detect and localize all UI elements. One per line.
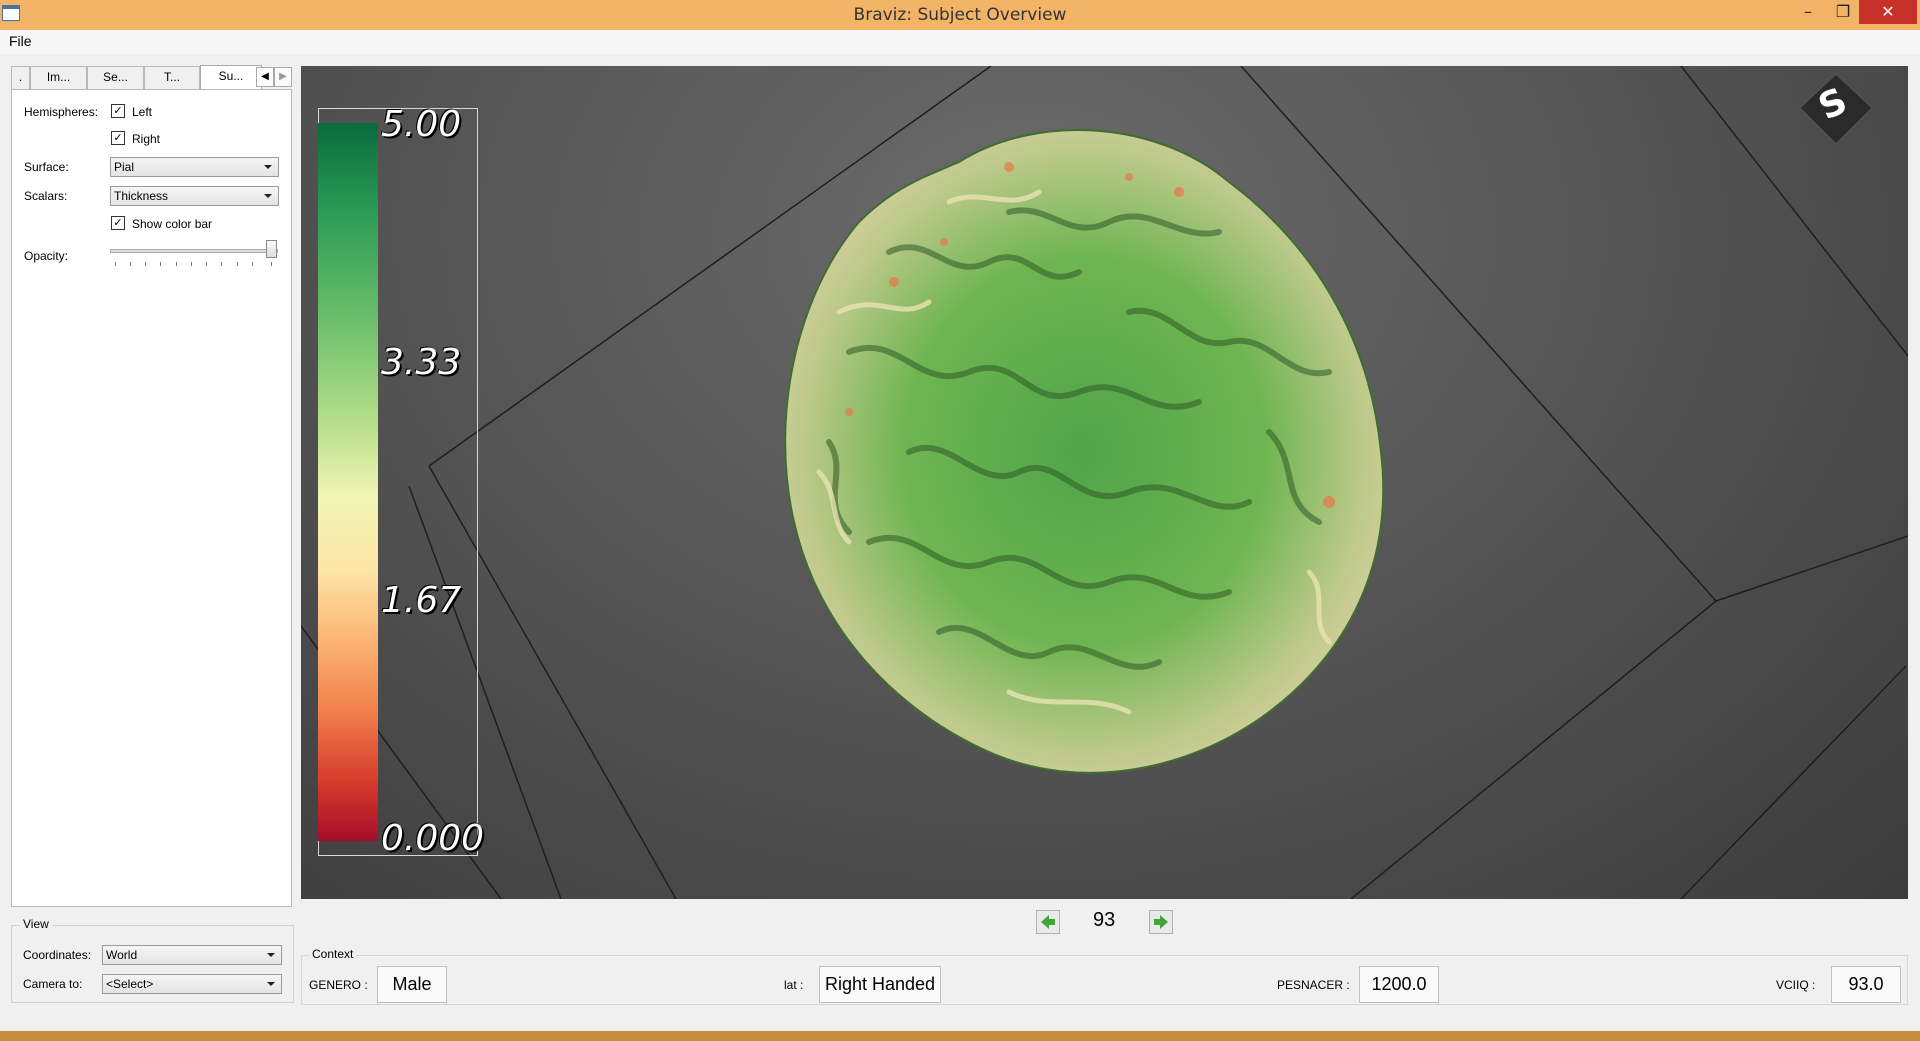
chevron-down-icon <box>264 165 272 169</box>
vciiq-label: VCIIQ : <box>1776 978 1816 992</box>
orientation-cube-icon <box>1799 73 1873 145</box>
opacity-slider-handle[interactable] <box>266 240 277 258</box>
3d-viewport[interactable]: 5.00 3.33 1.67 0.000 S <box>301 66 1908 899</box>
slider-tick <box>160 262 161 266</box>
camera-select-value: <Select> <box>106 977 154 991</box>
opacity-label: Opacity: <box>24 249 69 263</box>
left-hemisphere-checkbox[interactable]: ✓ <box>111 104 125 118</box>
surface-select[interactable]: Pial <box>110 157 279 177</box>
menu-bar <box>0 30 1920 54</box>
camera-label: Camera to: <box>23 977 83 991</box>
app-icon <box>2 5 20 21</box>
tab-images[interactable]: Im... <box>30 66 87 89</box>
scalars-select[interactable]: Thickness <box>110 186 279 206</box>
scalars-select-value: Thickness <box>114 189 169 203</box>
slider-tick <box>206 262 207 266</box>
camera-select[interactable]: <Select> <box>102 974 282 994</box>
tab-scroll-left-button[interactable]: ◀ <box>256 67 274 87</box>
tab-surfaces[interactable]: Su... <box>200 65 262 90</box>
genero-value[interactable]: Male <box>377 966 447 1003</box>
slider-tick <box>221 262 222 266</box>
tab-scroll-right-button[interactable]: ▶ <box>274 67 292 87</box>
pesnacer-value[interactable]: 1200.0 <box>1359 966 1439 1003</box>
opacity-slider[interactable] <box>110 249 278 253</box>
slider-tick <box>115 262 116 266</box>
menu-file[interactable]: File <box>9 33 32 49</box>
colorbar-mid-high-label: 3.33 <box>381 342 462 383</box>
brain-surface[interactable] <box>709 92 1429 812</box>
pesnacer-label: PESNACER : <box>1277 978 1350 992</box>
slider-tick <box>191 262 192 266</box>
left-hemisphere-label: Left <box>132 105 153 119</box>
tab-strip: . Im... Se... T... Su... ◀ ▶ <box>11 65 292 90</box>
tab-tracts[interactable]: T... <box>144 66 200 89</box>
scalars-label: Scalars: <box>24 189 68 203</box>
slider-tick <box>252 262 253 266</box>
vciiq-value[interactable]: 93.0 <box>1831 966 1901 1003</box>
surface-label: Surface: <box>24 160 69 174</box>
next-subject-button[interactable] <box>1149 910 1173 934</box>
taskbar <box>0 1031 1920 1041</box>
context-groupbox-title: Context <box>309 947 357 961</box>
surface-panel <box>11 89 292 907</box>
tab-segmentation[interactable]: Se... <box>87 66 144 89</box>
right-hemisphere-checkbox[interactable]: ✓ <box>111 131 125 145</box>
floor-grid <box>301 66 1908 899</box>
window-title: Braviz: Subject Overview <box>853 5 1067 25</box>
genero-label: GENERO : <box>309 978 368 992</box>
lat-value[interactable]: Right Handed <box>819 966 941 1003</box>
chevron-down-icon <box>267 953 275 957</box>
chevron-down-icon <box>267 982 275 986</box>
subject-number: 93 <box>1093 909 1116 931</box>
coordinates-label: Coordinates: <box>23 948 92 962</box>
surface-select-value: Pial <box>114 160 135 174</box>
slider-tick <box>130 262 131 266</box>
right-hemisphere-label: Right <box>132 132 161 146</box>
orientation-cube[interactable]: S <box>1798 72 1873 145</box>
context-groupbox <box>301 955 1908 1005</box>
colorbar-min-label: 0.000 <box>381 818 485 859</box>
minimize-button[interactable]: – <box>1804 2 1812 21</box>
previous-subject-button[interactable] <box>1036 910 1060 934</box>
view-groupbox-title: View <box>20 917 52 931</box>
close-button[interactable]: ✕ <box>1859 0 1917 24</box>
view-groupbox <box>11 925 294 1003</box>
slider-tick <box>176 262 177 266</box>
coordinates-select-value: World <box>106 948 138 962</box>
lat-label: lat : <box>784 978 804 992</box>
colorbar <box>318 123 378 841</box>
slider-tick <box>237 262 238 266</box>
colorbar-max-label: 5.00 <box>381 104 462 145</box>
arrow-right-icon <box>1154 915 1168 929</box>
slider-tick <box>271 262 272 266</box>
colorbar-mid-low-label: 1.67 <box>381 580 462 621</box>
arrow-left-icon <box>1041 915 1055 929</box>
tab-hidden[interactable]: . <box>11 66 30 89</box>
coordinates-select[interactable]: World <box>102 945 282 965</box>
chevron-down-icon <box>264 194 272 198</box>
maximize-button[interactable]: ❐ <box>1835 2 1851 21</box>
show-colorbar-checkbox[interactable]: ✓ <box>111 216 125 230</box>
slider-tick <box>145 262 146 266</box>
show-colorbar-label: Show color bar <box>132 217 213 231</box>
title-bar: Braviz: Subject Overview <box>0 0 1920 30</box>
hemispheres-label: Hemispheres: <box>24 105 99 119</box>
